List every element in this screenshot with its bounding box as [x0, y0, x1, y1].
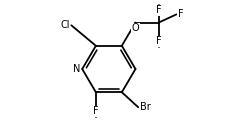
Text: F: F	[155, 36, 161, 47]
Text: Br: Br	[139, 102, 150, 112]
Text: F: F	[177, 9, 183, 19]
Text: F: F	[93, 106, 98, 116]
Text: N: N	[73, 64, 81, 74]
Text: O: O	[131, 23, 139, 33]
Text: F: F	[155, 6, 161, 15]
Text: Cl: Cl	[60, 20, 70, 30]
